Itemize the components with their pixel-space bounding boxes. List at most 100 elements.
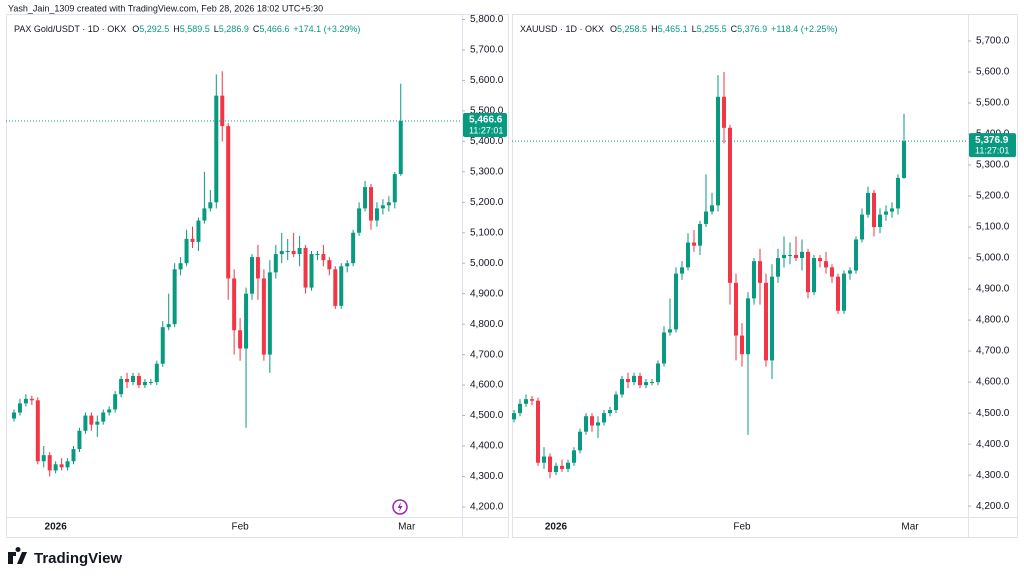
candle-body	[890, 208, 894, 212]
candle-body	[608, 410, 612, 414]
candle-body	[692, 242, 696, 246]
candle-body	[896, 177, 900, 209]
candle-body	[518, 403, 522, 414]
candle-body	[89, 415, 94, 425]
candle-body	[303, 247, 308, 288]
candle-body	[214, 95, 219, 203]
candle-body	[602, 413, 606, 423]
candle-body	[392, 174, 397, 203]
candle-body	[386, 202, 391, 206]
candle-body	[764, 282, 768, 361]
candle-body	[710, 205, 714, 212]
candle-body	[752, 261, 756, 299]
candle-body	[662, 332, 666, 364]
candle-body	[351, 232, 356, 264]
candle-body	[321, 254, 326, 261]
candle-body	[590, 416, 594, 426]
candle-body	[818, 258, 822, 262]
candle-body	[560, 465, 564, 469]
candle-body	[758, 261, 762, 283]
y-tick-label: 4,200.0	[976, 501, 1010, 512]
candle-body	[716, 96, 720, 206]
candle-body	[380, 205, 385, 209]
candle-body	[83, 415, 88, 431]
y-tick-label: 4,600.0	[470, 380, 504, 391]
x-tick-label: Mar	[901, 522, 919, 533]
y-tick-label: 4,400.0	[470, 441, 504, 452]
candle-body	[740, 335, 744, 355]
y-tick-label: 5,700.0	[470, 45, 504, 56]
candle-body	[184, 238, 189, 264]
candle-body	[512, 413, 516, 420]
candle-body	[878, 214, 882, 228]
candle-body	[374, 208, 379, 221]
candle-body	[734, 282, 738, 336]
right-pane	[512, 14, 1018, 538]
y-tick-label: 5,200.0	[976, 191, 1010, 202]
candle-body	[250, 257, 254, 294]
candle-body	[154, 363, 159, 383]
candle-body	[644, 382, 648, 386]
candle-body	[578, 431, 582, 451]
candle-body	[315, 254, 320, 256]
x-tick-label: Mar	[398, 522, 416, 533]
last-price-box	[969, 133, 1016, 158]
candle-body	[208, 202, 213, 209]
candle-body	[632, 375, 636, 383]
candle-body	[107, 409, 112, 413]
legend: XAUUSD · 1D · OKX O5,258.5 H5,465.1 L5,255.…	[520, 24, 838, 34]
candle-body	[698, 223, 702, 246]
last-price-box	[463, 113, 507, 138]
alert-bolt	[397, 502, 403, 512]
legend-key: C	[731, 24, 738, 34]
legend-value: 5,466.6	[259, 24, 289, 34]
candle-body	[285, 251, 290, 253]
candle-body	[620, 379, 624, 395]
candle-body	[812, 258, 816, 293]
candle-body	[656, 363, 660, 383]
candle-body	[746, 298, 750, 355]
candle-body	[800, 251, 804, 259]
candle-body	[638, 375, 642, 386]
logo-text: TradingView	[34, 550, 122, 567]
y-tick-label: 5,600.0	[470, 75, 504, 86]
candle-body	[65, 461, 70, 468]
candle-body	[369, 187, 373, 221]
candle-body	[291, 251, 296, 255]
y-tick-label: 4,800.0	[976, 315, 1010, 326]
candle-body	[136, 375, 141, 386]
candle-body	[309, 254, 314, 288]
candle-body	[524, 399, 528, 404]
attribution: Yash_Jain_1309 created with TradingView.…	[8, 3, 323, 13]
candle-body	[554, 465, 558, 473]
y-tick-label: 5,100.0	[470, 227, 504, 238]
legend-value: 5,286.9	[219, 24, 249, 34]
countdown: 11:27:01	[469, 125, 503, 135]
candle-body	[29, 398, 34, 401]
y-tick-label: 4,400.0	[976, 439, 1010, 450]
y-tick-label: 4,300.0	[976, 470, 1010, 481]
candle-body	[626, 379, 630, 383]
candle-body	[836, 276, 840, 311]
candle-body	[47, 455, 52, 471]
y-tick-label: 5,800.0	[470, 14, 504, 25]
candle-body	[327, 260, 332, 270]
candle-body	[536, 400, 540, 463]
candle-body	[345, 263, 350, 267]
y-tick-label: 5,400.0	[470, 136, 504, 147]
candle-body	[530, 399, 534, 401]
alert-circle	[392, 499, 408, 515]
candle-body	[125, 378, 130, 383]
candle-body	[902, 141, 906, 178]
y-tick-label: 5,200.0	[470, 197, 504, 208]
alert-icon[interactable]	[392, 499, 408, 515]
x-tick-label: 2026	[45, 522, 68, 533]
candle-body	[148, 382, 153, 384]
candle-body	[23, 398, 28, 404]
x-tick-label: 2026	[545, 522, 568, 533]
candle-body	[830, 267, 834, 277]
legend: PAX Gold/USDT · 1D · OKX O5,292.5 H5,589.5…	[14, 24, 360, 34]
candle-body	[41, 455, 46, 462]
candle-body	[297, 247, 302, 255]
